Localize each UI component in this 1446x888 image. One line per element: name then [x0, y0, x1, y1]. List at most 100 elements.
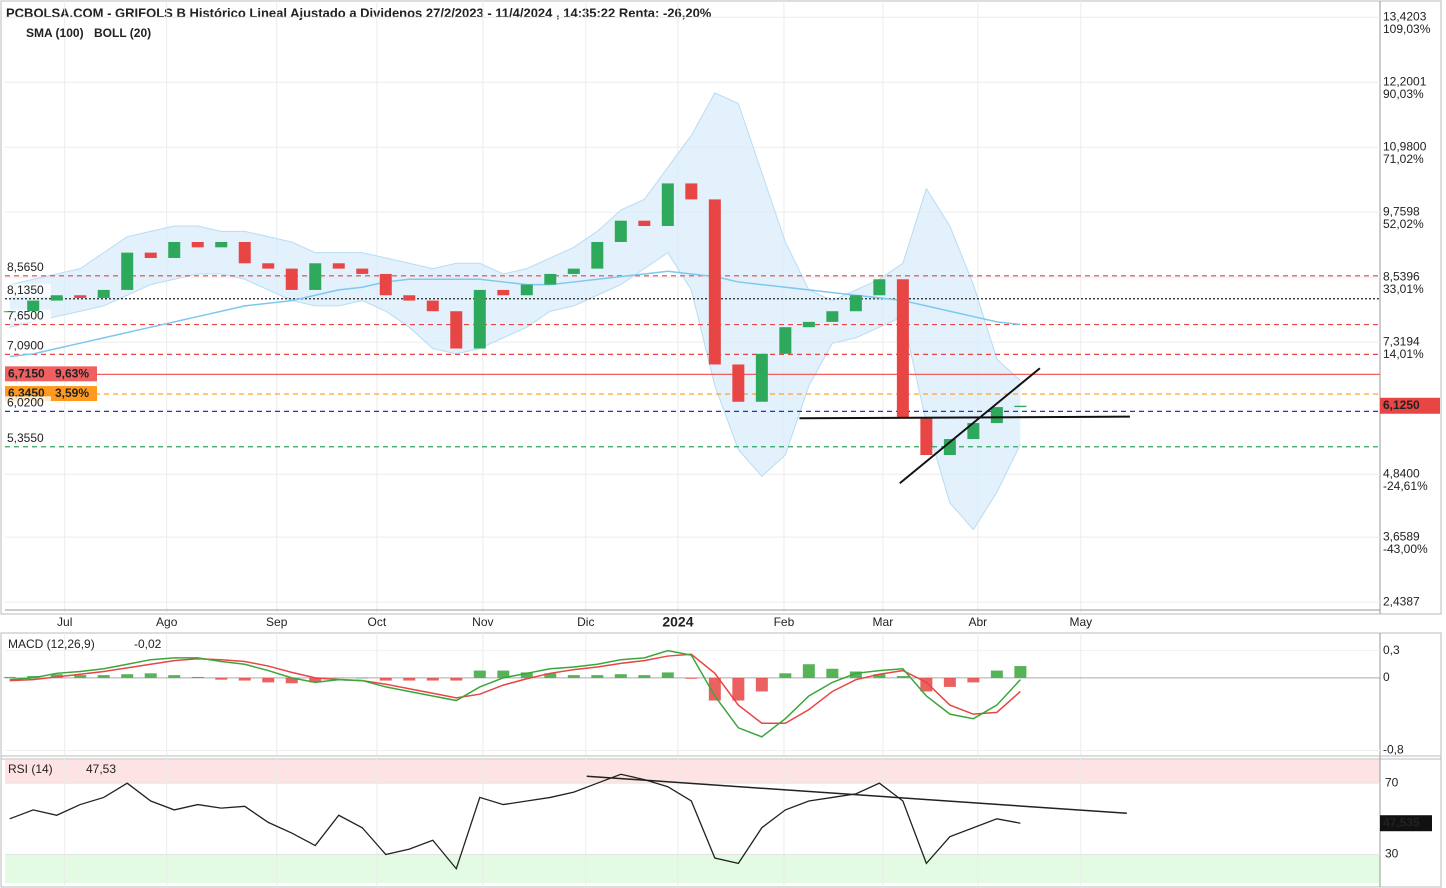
- histogram-bar: [403, 677, 416, 681]
- candle: [497, 289, 510, 296]
- histogram-bar: [309, 677, 322, 683]
- histogram-bar: [50, 674, 63, 678]
- y2-tick-label: 109,03%: [1383, 22, 1431, 36]
- bollinger-fill: [9, 92, 1021, 530]
- y2-tick-label: 14,01%: [1383, 347, 1424, 361]
- histogram-bar: [497, 670, 510, 678]
- candle: [943, 439, 956, 456]
- x-tick-label: Sep: [266, 615, 288, 629]
- y-tick-label: 0: [1383, 670, 1390, 684]
- indicator-value: -0,02: [134, 637, 162, 651]
- candle: [121, 252, 134, 290]
- candle: [168, 241, 181, 258]
- level-label: 5,3550: [7, 431, 44, 445]
- candle: [661, 183, 674, 227]
- histogram-bar: [779, 673, 792, 678]
- candle: [450, 311, 463, 349]
- histogram-bar: [826, 668, 839, 678]
- candle: [873, 279, 886, 296]
- y2-tick-label: 71,02%: [1383, 152, 1424, 166]
- histogram-bar: [708, 677, 721, 701]
- candle: [826, 311, 839, 322]
- x-tick-label: Feb: [774, 615, 795, 629]
- candle: [50, 295, 63, 301]
- level-label: 6,7150: [8, 367, 45, 381]
- x-tick-label: Oct: [368, 615, 387, 629]
- histogram-bar: [215, 677, 228, 680]
- candle: [685, 183, 698, 200]
- histogram-bar: [685, 677, 698, 679]
- y2-tick-label: -43,00%: [1383, 542, 1428, 556]
- macd-line: [9, 649, 1021, 738]
- candle: [591, 241, 604, 269]
- candle: [215, 241, 228, 248]
- level-label-bg: [5, 309, 51, 323]
- candle: [144, 252, 157, 258]
- histogram-bar: [473, 670, 486, 678]
- chart-title: PCBOLSA.COM - GRIFOLS B Histórico Lineal…: [6, 5, 712, 20]
- histogram-bar: [3, 676, 16, 678]
- candle: [896, 279, 909, 418]
- legend-entry: SMA (100): [26, 26, 84, 40]
- histogram-bar: [802, 664, 815, 678]
- y-tick-label: 13,4203: [1383, 9, 1427, 23]
- candle: [238, 241, 251, 264]
- candle: [285, 268, 298, 290]
- histogram-bar: [356, 677, 369, 679]
- y2-tick-label: -24,61%: [1383, 479, 1428, 493]
- candle: [191, 241, 204, 248]
- histogram-bar: [661, 672, 674, 678]
- candle: [849, 295, 862, 312]
- y2-tick-label: 90,03%: [1383, 87, 1424, 101]
- last-price-badge: [1380, 397, 1440, 414]
- y-tick-label: 3,6589: [1383, 529, 1420, 543]
- candle: [779, 327, 792, 354]
- histogram-bar: [614, 674, 627, 678]
- candle: [309, 263, 322, 290]
- candle: [708, 199, 721, 365]
- y-tick-label: 12,2001: [1383, 74, 1427, 88]
- y-tick-label: 0,3: [1383, 643, 1400, 657]
- histogram-bar: [755, 677, 768, 692]
- bollinger-lower: [9, 251, 1021, 531]
- y-tick-label: 2,4387: [1383, 594, 1420, 608]
- histogram-bar: [450, 677, 463, 681]
- histogram-bar: [591, 675, 604, 678]
- histogram-bar: [544, 673, 557, 678]
- y-tick-label: 9,7598: [1383, 204, 1420, 218]
- histogram-bar: [332, 677, 345, 679]
- histogram-bar: [191, 676, 204, 678]
- histogram-bar: [638, 675, 651, 678]
- x-tick-label: Nov: [472, 615, 493, 629]
- histogram-bar: [168, 675, 181, 678]
- trendline: [899, 367, 1041, 485]
- y-tick-label: 8,5396: [1383, 269, 1420, 283]
- candle: [27, 300, 40, 312]
- candle: [755, 353, 768, 402]
- histogram-bar: [567, 675, 580, 678]
- trendline: [799, 415, 1130, 420]
- candle: [802, 321, 815, 328]
- candle: [3, 311, 16, 313]
- bollinger-upper: [9, 92, 1021, 381]
- histogram-bar: [520, 672, 533, 678]
- candle: [379, 273, 392, 296]
- level-label-bg: [5, 339, 51, 353]
- sma-line: [9, 270, 1021, 358]
- x-tick-label: Ago: [156, 615, 178, 629]
- y-tick-label: 7,3194: [1383, 334, 1420, 348]
- level-label: 6,0200: [7, 396, 44, 410]
- level-label: 8,5650: [7, 260, 44, 274]
- last-value-label: 47,535: [1383, 815, 1420, 829]
- x-tick-label: Mar: [873, 615, 894, 629]
- candle: [614, 220, 627, 242]
- level-label: 7,0900: [7, 339, 44, 353]
- y2-tick-label: 33,01%: [1383, 282, 1424, 296]
- level-label-bg: [5, 431, 51, 445]
- histogram-bar: [873, 674, 886, 678]
- y-tick-label: 4,8400: [1383, 466, 1420, 480]
- histogram-bar: [990, 670, 1003, 678]
- indicator-label: RSI (14): [8, 762, 53, 776]
- level-label-bg: [5, 260, 51, 274]
